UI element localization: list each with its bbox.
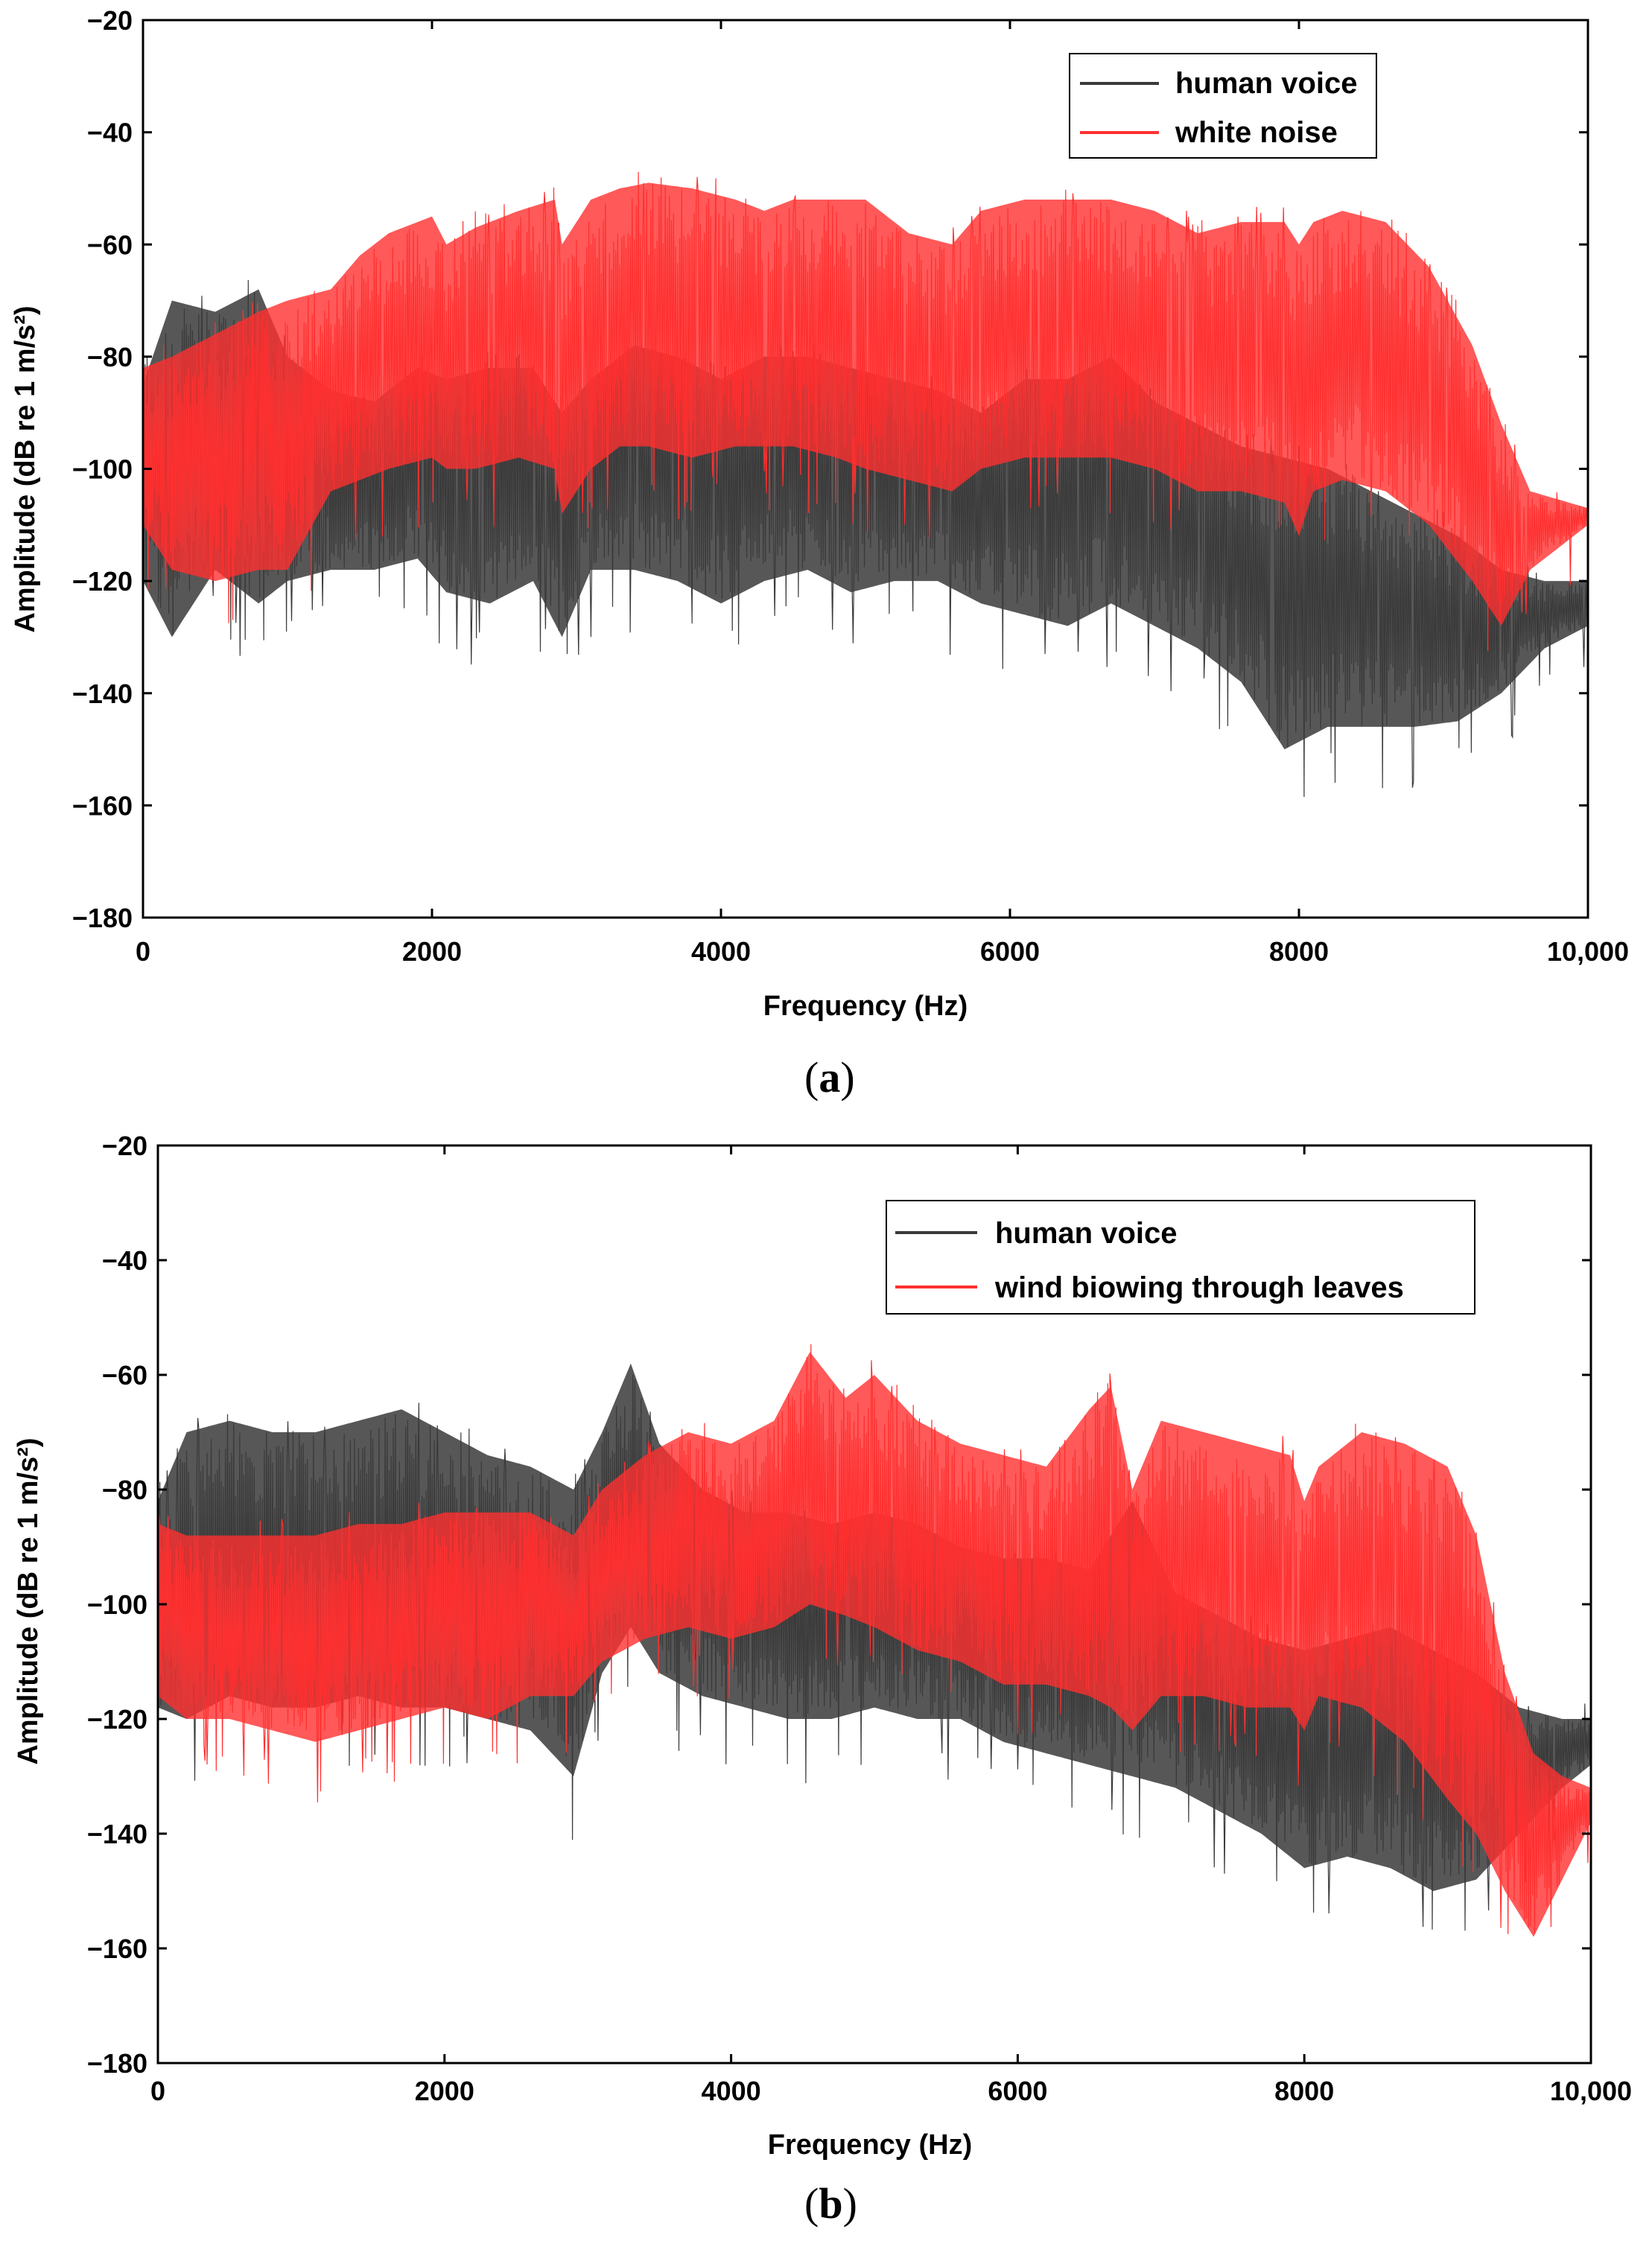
y-tick-label: −40 <box>87 118 133 148</box>
panel-b-x-axis-title: Frequency (Hz) <box>768 2129 972 2161</box>
panel-b: −20 −40 −60 −80 −100 −120 −140 −160 −180 0 2000 40… <box>13 1131 1632 2228</box>
panel-a-y-axis-title: Amplitude (dB re 1 m/s²) <box>10 305 41 632</box>
panel-a-legend: human voice white noise <box>1069 53 1377 159</box>
y-tick-label: −120 <box>87 1704 147 1735</box>
series-wind-biowing-through-leaves <box>158 1344 1591 1937</box>
x-tick-label: 8000 <box>1274 2076 1334 2106</box>
x-tick-label: 0 <box>136 936 150 967</box>
panel-b-legend: human voice wind biowing through leaves <box>886 1200 1475 1315</box>
panel-a-x-axis-title: Frequency (Hz) <box>763 991 968 1022</box>
y-tick-label: −20 <box>87 5 133 36</box>
y-tick-label: −120 <box>72 566 133 597</box>
y-tick-label: −100 <box>87 1589 147 1620</box>
x-tick-label: 10,000 <box>1547 936 1629 967</box>
y-tick-label: −180 <box>87 2048 147 2079</box>
panel-a-caption-letter: a <box>819 1053 840 1102</box>
panel-b-legend-label-human-voice: human voice <box>995 1217 1178 1250</box>
panel-b-x-axis: 0 2000 4000 6000 8000 10,000 <box>150 1145 1632 2106</box>
y-tick-label: −20 <box>102 1131 147 1161</box>
panel-b-caption-close: ) <box>843 2179 857 2228</box>
x-tick-label: 6000 <box>980 936 1040 967</box>
y-tick-label: −180 <box>72 903 133 933</box>
panel-a-caption: (a) <box>804 1053 855 1102</box>
y-tick-label: −40 <box>102 1245 147 1276</box>
y-tick-label: −140 <box>87 1819 147 1849</box>
x-tick-label: 8000 <box>1269 936 1329 967</box>
panel-a-x-axis: 0 2000 4000 6000 8000 10,000 <box>136 20 1629 967</box>
x-tick-label: 4000 <box>702 2076 761 2106</box>
y-tick-label: −80 <box>102 1475 147 1505</box>
y-tick-label: −160 <box>72 790 133 821</box>
panel-a-caption-open: ( <box>804 1053 819 1102</box>
panel-a-legend-box <box>1069 53 1377 159</box>
x-tick-label: 0 <box>150 2076 165 2106</box>
panel-b-legend-label-wind: wind biowing through leaves <box>994 1271 1404 1304</box>
y-tick-label: −60 <box>102 1360 147 1391</box>
panel-b-series-bands <box>158 1344 1591 1937</box>
panel-b-caption-letter: b <box>819 2179 842 2228</box>
panel-b-caption-open: ( <box>804 2179 819 2228</box>
panel-a-series-bands <box>143 171 1588 798</box>
panel-a: −20 −40 −60 −80 −100 −120 −140 −160 −180 0 2000 40… <box>10 5 1629 1102</box>
panel-b-y-axis: −20 −40 −60 −80 −100 −120 −140 −160 −180 <box>87 1131 1591 2079</box>
panel-b-y-axis-title: Amplitude (dB re 1 m/s²) <box>13 1437 44 1764</box>
panel-b-legend-box <box>886 1200 1475 1315</box>
panel-b-caption: (b) <box>804 2179 857 2228</box>
panel-a-legend-label-white-noise: white noise <box>1175 116 1338 149</box>
y-tick-label: −60 <box>87 229 133 260</box>
x-tick-label: 6000 <box>988 2076 1047 2106</box>
series-trace-wind-biowing-through-leaves <box>158 1344 1591 1935</box>
y-tick-label: −80 <box>87 342 133 372</box>
y-tick-label: −100 <box>72 454 133 485</box>
panel-a-y-axis: −20 −40 −60 −80 −100 −120 −140 −160 −180 <box>72 5 1588 933</box>
panel-a-legend-label-human-voice: human voice <box>1175 67 1358 100</box>
x-tick-label: 2000 <box>402 936 462 967</box>
y-tick-label: −160 <box>87 1933 147 1964</box>
series-white-noise <box>143 171 1588 652</box>
x-tick-label: 2000 <box>415 2076 474 2106</box>
series-trace-white-noise <box>143 171 1588 652</box>
x-tick-label: 10,000 <box>1550 2076 1632 2106</box>
panel-a-caption-close: ) <box>840 1053 854 1102</box>
x-tick-label: 4000 <box>691 936 751 967</box>
y-tick-label: −140 <box>72 679 133 709</box>
